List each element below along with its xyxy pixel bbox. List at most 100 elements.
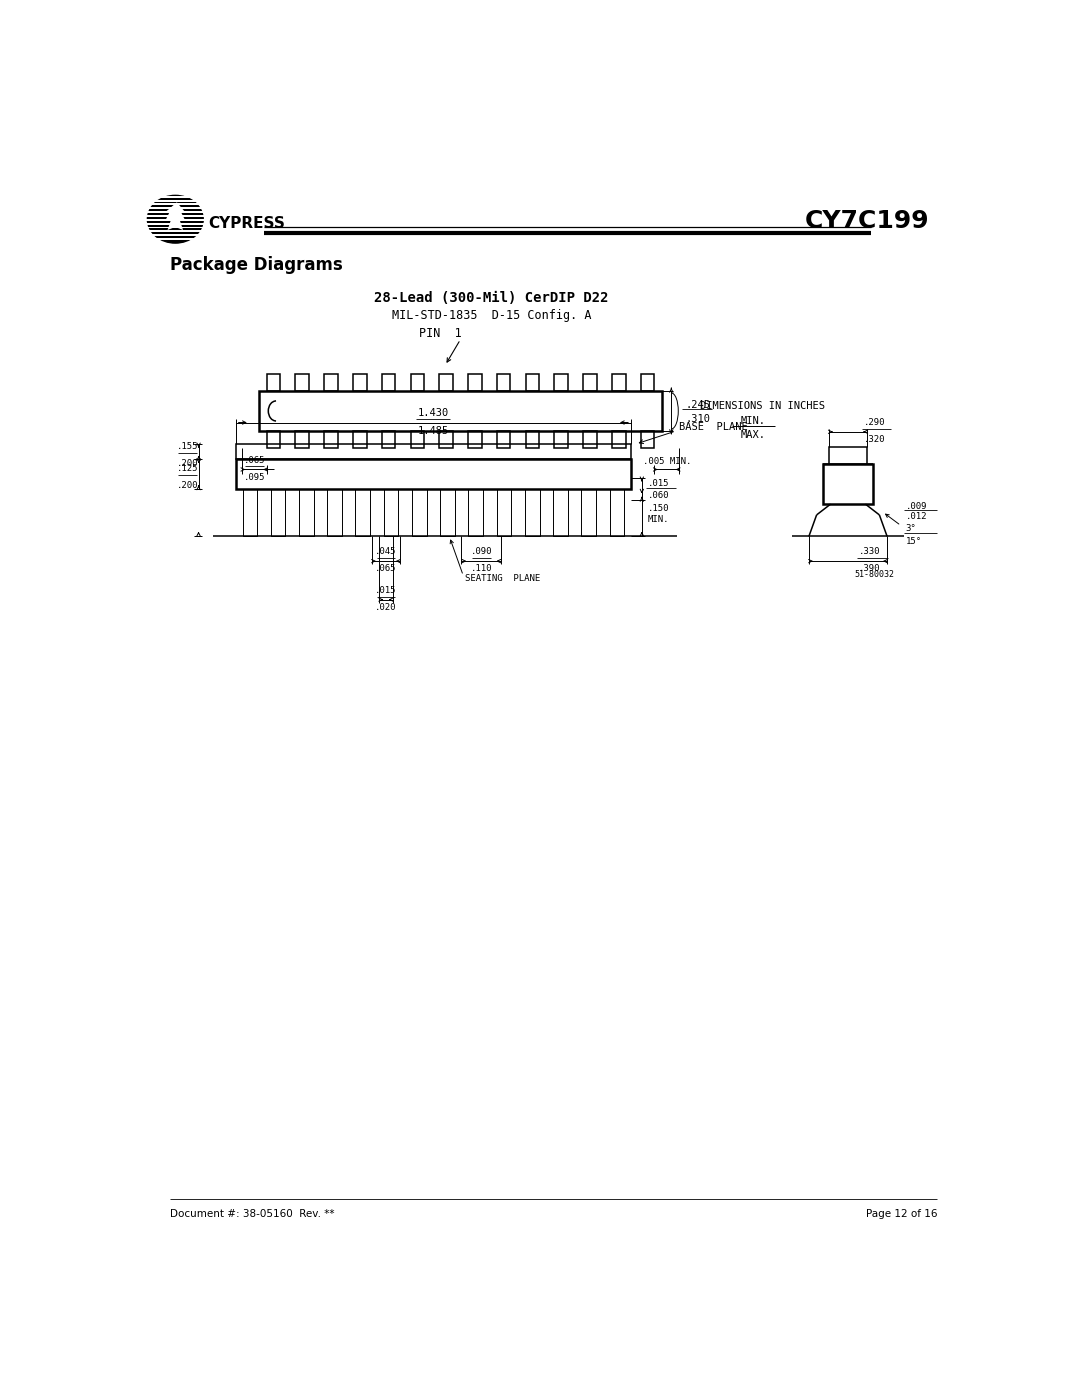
Text: MIN.: MIN. [741,416,766,426]
Text: CY7C199: CY7C199 [805,208,930,233]
Polygon shape [823,464,874,504]
Polygon shape [165,203,186,231]
Ellipse shape [147,196,203,243]
Bar [146,207,205,210]
Text: .290: .290 [864,418,885,427]
Bar [583,432,597,448]
Text: 51-80032: 51-80032 [854,570,894,580]
Bar [299,489,313,536]
Bar [411,489,427,536]
Bar [583,374,597,391]
Bar [581,489,596,536]
Text: .150: .150 [648,504,670,513]
Text: CYPRESS: CYPRESS [207,215,285,231]
Bar [554,432,568,448]
Text: .200: .200 [177,481,199,490]
Bar [381,432,395,448]
Bar [146,204,205,205]
Bar [146,235,205,236]
Bar [146,215,205,217]
Bar [146,211,205,214]
Text: .015: .015 [375,585,396,595]
Bar [497,374,511,391]
Bar [640,374,654,391]
Text: .200: .200 [177,458,199,468]
Bar [469,489,483,536]
Text: DIMENSIONS IN INCHES: DIMENSIONS IN INCHES [700,401,825,411]
Bar [526,374,539,391]
Bar [612,374,625,391]
Bar [468,432,482,448]
Bar [381,374,395,391]
Bar [146,226,205,229]
Bar [324,374,338,391]
Bar [267,374,280,391]
Text: Package Diagrams: Package Diagrams [170,257,342,274]
Bar [497,432,511,448]
Text: .012: .012 [906,511,928,521]
Text: .330: .330 [859,548,880,556]
Bar [271,489,285,536]
Bar [296,432,309,448]
Bar [146,196,205,197]
Bar [440,374,453,391]
Bar [640,432,654,448]
Bar [468,374,482,391]
Text: .390: .390 [859,564,880,573]
Text: MIL-STD-1835  D-15 Config. A: MIL-STD-1835 D-15 Config. A [392,309,591,321]
Text: .060: .060 [648,490,670,500]
Bar [146,200,205,201]
Text: .045: .045 [375,548,396,556]
Text: Page 12 of 16: Page 12 of 16 [866,1208,937,1220]
Bar [146,231,205,232]
Bar [440,432,453,448]
Bar [525,489,540,536]
Bar [355,489,370,536]
Bar [609,489,624,536]
Bar [353,374,366,391]
Text: 3°: 3° [906,524,917,534]
Text: .020: .020 [375,602,396,612]
Text: MAX.: MAX. [741,430,766,440]
Bar [526,432,539,448]
Text: .090: .090 [471,548,492,556]
Text: .320: .320 [864,434,885,444]
Text: .155: .155 [177,441,199,451]
Bar [324,432,338,448]
Text: 28-Lead (300-Mil) CerDIP D22: 28-Lead (300-Mil) CerDIP D22 [375,291,609,305]
Text: .009: .009 [906,502,928,511]
Text: .310: .310 [685,414,711,423]
Bar [146,219,205,221]
Text: .015: .015 [648,479,670,488]
Bar [441,489,455,536]
Bar [235,444,631,460]
Text: .245: .245 [685,400,711,409]
Bar [267,432,280,448]
Text: SEATING  PLANE: SEATING PLANE [464,574,540,584]
Bar [353,432,366,448]
Text: 1.485: 1.485 [418,426,449,436]
Bar [383,489,399,536]
Bar [243,489,257,536]
Text: .110: .110 [471,564,492,573]
Bar [296,374,309,391]
Bar [259,391,662,432]
Text: .095: .095 [243,472,265,482]
Bar [497,489,511,536]
Bar [235,460,631,489]
Bar [410,432,424,448]
Text: .005 MIN.: .005 MIN. [643,457,691,467]
Text: .065: .065 [243,455,265,465]
Bar [612,432,625,448]
Bar [327,489,342,536]
Text: .125: .125 [177,464,199,474]
Text: 1.430: 1.430 [418,408,449,418]
Text: BASE  PLANE: BASE PLANE [679,422,747,432]
Bar [828,447,867,464]
Text: Document #: 38-05160  Rev. **: Document #: 38-05160 Rev. ** [170,1208,335,1220]
Text: PIN  1: PIN 1 [419,327,462,339]
Bar [146,237,205,240]
Text: .065: .065 [375,564,396,573]
Bar [553,489,568,536]
Text: MIN.: MIN. [648,515,670,524]
